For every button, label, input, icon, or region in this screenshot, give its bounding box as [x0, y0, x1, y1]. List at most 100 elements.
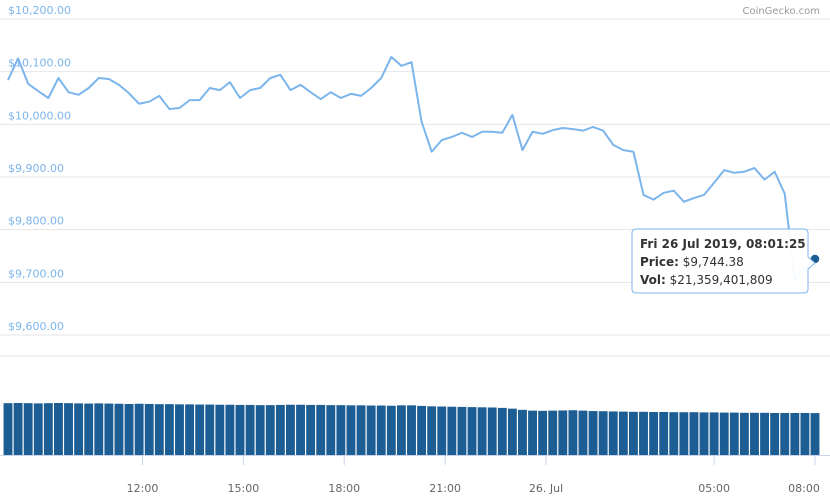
- volume-bar: [316, 404, 326, 455]
- volume-bar: [255, 405, 265, 455]
- volume-bar: [760, 412, 770, 455]
- volume-bar: [275, 404, 285, 455]
- y-tick-label: $9,800.00: [8, 215, 64, 228]
- y-tick-label: $10,200.00: [8, 4, 71, 17]
- volume-bar: [437, 406, 447, 455]
- volume-bar: [810, 413, 820, 455]
- volume-bar: [477, 407, 487, 455]
- volume-bar: [578, 410, 588, 455]
- volume-bar: [528, 410, 537, 455]
- volume-bar: [507, 408, 517, 455]
- volume-bar: [780, 412, 790, 455]
- volume-bar: [346, 405, 356, 455]
- volume-bar: [689, 412, 699, 455]
- volume-bar: [709, 412, 719, 455]
- volume-bar: [396, 405, 406, 455]
- volume-bar: [205, 404, 215, 455]
- volume-bar: [134, 403, 144, 455]
- volume-bar: [286, 404, 295, 455]
- volume-bar: [74, 403, 84, 455]
- volume-bar: [215, 404, 225, 455]
- volume-bar: [750, 412, 759, 455]
- volume-bar: [699, 412, 709, 455]
- tooltip-box: [631, 228, 816, 294]
- volume-bar: [336, 405, 346, 455]
- x-tick-label: 26. Jul: [529, 482, 563, 495]
- volume-bar: [608, 411, 618, 455]
- volume-bar: [13, 402, 23, 455]
- volume-bar: [417, 405, 427, 455]
- x-tick-label: 08:00: [788, 482, 820, 495]
- volume-bar: [800, 412, 810, 455]
- tooltip-vol-label: Vol:: [640, 273, 666, 287]
- x-tick-label: 12:00: [127, 482, 159, 495]
- volume-bar: [790, 412, 800, 455]
- volume-bar: [306, 404, 316, 455]
- volume-bar: [43, 403, 53, 455]
- volume-bar: [518, 409, 527, 455]
- volume-bar: [144, 403, 154, 455]
- volume-bar: [739, 412, 749, 455]
- price-line: [7, 55, 816, 281]
- volume-bar: [175, 404, 184, 455]
- volume-bar: [53, 402, 63, 455]
- volume-bar: [386, 405, 396, 455]
- volume-bar: [628, 411, 638, 455]
- volume-bar: [366, 405, 376, 455]
- x-tick-label: 15:00: [228, 482, 260, 495]
- volume-bar: [770, 412, 780, 455]
- x-tick-label: 18:00: [328, 482, 360, 495]
- y-tick-label: $10,000.00: [8, 109, 71, 122]
- volume-bar: [185, 404, 195, 455]
- volume-bar: [225, 404, 235, 455]
- y-tick-label: $9,900.00: [8, 162, 64, 175]
- volume-bar: [407, 405, 416, 455]
- y-tick-label: $9,600.00: [8, 320, 64, 333]
- volume-bar: [114, 403, 124, 455]
- y-tick-label: $9,700.00: [8, 267, 64, 280]
- volume-bar: [164, 404, 174, 455]
- volume-bar: [296, 404, 305, 455]
- volume-bar: [427, 406, 437, 455]
- volume-bar: [487, 407, 497, 455]
- volume-bar: [679, 412, 689, 455]
- volume-bar: [235, 404, 245, 455]
- x-tick-label: 05:00: [698, 482, 730, 495]
- volume-bar: [23, 403, 33, 455]
- volume-bar: [376, 405, 386, 455]
- tooltip-price-label: Price:: [640, 255, 679, 269]
- tooltip: Fri 26 Jul 2019, 08:01:25 Price: $9,744.…: [631, 228, 816, 294]
- volume-bar: [538, 410, 548, 455]
- x-tick-label: 21:00: [429, 482, 461, 495]
- tooltip-price: Price: $9,744.38: [640, 255, 744, 269]
- volume-bar: [639, 411, 648, 455]
- volume-bar: [649, 412, 659, 455]
- volume-bar: [447, 406, 457, 455]
- volume-bar: [265, 405, 275, 455]
- volume-bar: [457, 406, 467, 455]
- volume-bar: [245, 404, 255, 455]
- volume-bar: [548, 410, 558, 455]
- volume-bar: [618, 411, 628, 455]
- volume-bar: [326, 405, 336, 455]
- volume-bar: [669, 412, 679, 455]
- volume-bar: [94, 403, 104, 455]
- volume-bar: [497, 407, 507, 455]
- y-tick-label: $10,100.00: [8, 57, 71, 70]
- tooltip-price-value: $9,744.38: [683, 255, 744, 269]
- volume-bar: [719, 412, 729, 455]
- volume-bar: [568, 410, 578, 455]
- volume-bar: [659, 412, 669, 455]
- volume-bar: [3, 403, 13, 455]
- volume-bar: [588, 411, 598, 455]
- volume-bar: [598, 411, 608, 455]
- tooltip-vol-value: $21,359,401,809: [670, 273, 773, 287]
- tooltip-vol: Vol: $21,359,401,809: [640, 273, 773, 287]
- volume-bar: [729, 412, 739, 455]
- volume-bar: [558, 410, 568, 455]
- tooltip-date: Fri 26 Jul 2019, 08:01:25: [640, 237, 806, 251]
- volume-bar: [104, 403, 114, 455]
- volume-bar: [154, 404, 164, 455]
- watermark: CoinGecko.com: [742, 6, 820, 17]
